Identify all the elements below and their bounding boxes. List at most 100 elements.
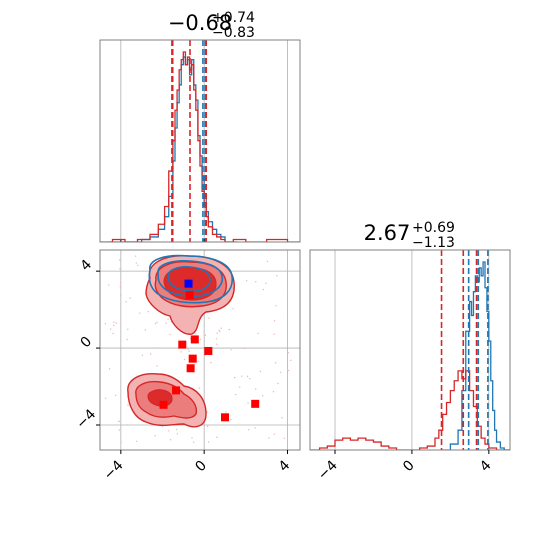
bg-point: [287, 352, 289, 354]
red-square-marker-8: [221, 413, 229, 422]
bg-point: [255, 388, 257, 390]
bg-point: [134, 255, 137, 257]
blue-contour-inner: [167, 266, 211, 292]
bg-point: [287, 369, 290, 372]
bg-point: [137, 264, 139, 267]
panel-bottom-right-frame: [309, 249, 511, 451]
bg-point: [248, 429, 250, 431]
br-hist-red: [310, 370, 510, 450]
bg-point: [139, 312, 141, 314]
bg-point: [156, 347, 159, 349]
bg-point: [219, 330, 221, 333]
bl-xtick-label-1: 0: [192, 458, 210, 476]
red-square-marker-2: [178, 340, 187, 349]
bg-point: [167, 318, 169, 320]
bg-point: [110, 328, 112, 330]
title-top-left-sub: −0.83: [212, 25, 255, 41]
bg-point: [161, 425, 164, 428]
panel-top-left-frame: [99, 39, 301, 243]
bg-point: [275, 305, 277, 307]
bg-point: [118, 420, 120, 423]
bg-point: [136, 440, 138, 442]
bg-point: [204, 334, 207, 336]
bg-point: [126, 424, 128, 426]
bg-point: [216, 332, 218, 334]
bg-point: [149, 353, 152, 355]
blue-square-marker-0: [184, 279, 193, 288]
bg-point: [234, 376, 236, 379]
bg-point: [169, 439, 172, 441]
bg-point: [114, 394, 117, 397]
panel-bottom-right: −4 0 4 2.67 +0.69 −1.13: [309, 220, 511, 483]
bg-point: [119, 294, 122, 297]
bg-point: [169, 333, 171, 336]
bg-point: [176, 433, 179, 435]
bg-point: [107, 284, 110, 286]
panel-bottom-left-markers: [159, 279, 260, 422]
br-xtick-label-1: 0: [400, 458, 418, 476]
bg-point: [261, 395, 264, 397]
bg-point: [273, 320, 276, 322]
bg-point: [286, 316, 289, 318]
bg-point: [187, 348, 189, 350]
bg-point: [104, 397, 107, 399]
bg-point: [129, 297, 131, 299]
red-square-marker-3: [204, 346, 213, 355]
bg-point: [272, 391, 275, 393]
title-top-left-main: −0.68: [168, 11, 232, 35]
red-square-marker-9: [251, 399, 260, 408]
title-bottom-right-sub: −1.13: [412, 235, 455, 251]
bg-point: [191, 437, 193, 439]
bg-point: [195, 333, 197, 335]
bg-point: [279, 371, 282, 374]
bg-point: [273, 333, 275, 335]
bg-point: [277, 382, 279, 385]
bg-point: [228, 328, 230, 331]
bg-point: [240, 375, 243, 377]
bg-point: [147, 310, 149, 313]
panel-bottom-right-background: [310, 250, 510, 450]
br-xtick-label-2: 4: [477, 457, 495, 475]
bg-point: [198, 387, 201, 389]
bg-point: [230, 349, 232, 351]
bg-point: [126, 338, 128, 341]
bg-point: [273, 433, 275, 435]
bg-point: [104, 322, 107, 325]
red-square-marker-6: [172, 386, 181, 395]
bg-point: [165, 322, 167, 324]
bg-point: [215, 338, 218, 340]
bg-point: [283, 437, 286, 440]
bg-point: [262, 288, 265, 291]
title-bottom-right-main: 2.67: [364, 221, 411, 245]
panel-bottom-left: −4 0 4 −4 0 4: [73, 249, 301, 483]
br-xtick-label-0: −4: [315, 457, 341, 483]
tl-hist-red: [100, 51, 300, 242]
bg-point: [180, 351, 182, 353]
bg-point: [207, 441, 210, 443]
red-square-marker-7: [159, 400, 168, 409]
bg-point: [183, 358, 186, 361]
bg-point: [265, 282, 267, 285]
red-square-marker-1: [190, 335, 199, 344]
bg-point: [154, 435, 156, 437]
bg-point: [113, 321, 115, 323]
bg-point: [118, 429, 120, 431]
panel-top-left-histograms: [100, 51, 300, 242]
bg-point: [254, 427, 256, 429]
bl-ytick-label-0: −4: [73, 406, 99, 432]
bl-xtick-label-0: −4: [101, 457, 127, 483]
panel-bottom-left-frame: [99, 249, 301, 451]
bg-point: [232, 308, 234, 310]
bg-point: [286, 290, 289, 293]
bg-point: [119, 285, 122, 288]
bg-point: [216, 436, 218, 439]
bg-point: [230, 418, 232, 421]
bg-point: [112, 332, 114, 335]
bl-xtick-label-2: 4: [276, 457, 294, 475]
bg-point: [192, 441, 195, 443]
panel-bottom-left-contours: [127, 254, 235, 428]
bg-point: [108, 368, 111, 370]
blue-contour-outer: [148, 254, 233, 304]
bg-point: [135, 262, 138, 264]
bg-point: [206, 425, 209, 428]
